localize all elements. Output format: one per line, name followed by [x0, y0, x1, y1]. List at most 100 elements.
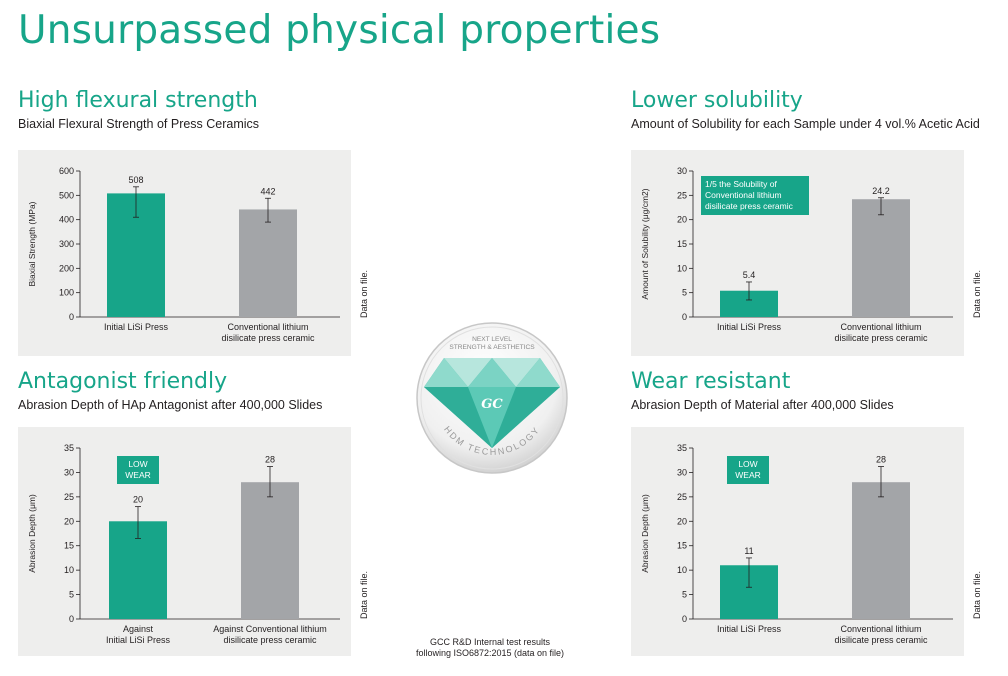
- x-tick-label: Initial LiSi Press: [106, 635, 171, 645]
- y-tick-label: 5: [682, 590, 687, 600]
- annotation-box: [727, 456, 769, 484]
- y-tick-label: 10: [677, 565, 687, 575]
- y-tick-label: 0: [682, 312, 687, 322]
- data-note: Data on file.: [359, 269, 369, 318]
- annotation-text: Conventional lithium: [705, 190, 782, 200]
- section-title: Lower solubility: [631, 88, 803, 113]
- annotation-text: LOW: [738, 459, 757, 469]
- section-subtitle: Biaxial Flexural Strength of Press Ceram…: [18, 117, 260, 131]
- data-label: 5.4: [743, 270, 756, 280]
- data-note: Data on file.: [972, 269, 982, 318]
- data-note: Data on file.: [359, 570, 369, 619]
- data-label: 28: [265, 455, 275, 465]
- section-flexural-strength: High flexural strength Biaxial Flexural …: [18, 88, 363, 131]
- x-tick-label: Against: [123, 624, 154, 634]
- annotation-text: WEAR: [125, 470, 151, 480]
- section-title: Wear resistant: [631, 369, 791, 394]
- material-abrasion-chart: 0 5 10 15 20 25 30 35 Abrasion Depth (μm) 11 Initi…: [631, 427, 964, 656]
- y-tick-label: 35: [64, 443, 74, 453]
- y-tick-label: 0: [682, 614, 687, 624]
- section-solubility: Lower solubility Amount of Solubility fo…: [631, 88, 980, 131]
- section-antagonist-friendly: Antagonist friendly Abrasion Depth of HA…: [18, 369, 363, 412]
- data-label: 28: [876, 455, 886, 465]
- flexural-strength-chart: 0 100 200 300 400 500 600 Biaxial Strength (MPa…: [18, 150, 351, 356]
- y-tick-label: 20: [677, 215, 687, 225]
- y-tick-label: 500: [59, 190, 74, 200]
- y-tick-label: 20: [64, 516, 74, 526]
- hdm-technology-badge: NEXT LEVEL STRENGTH & AESTHETICS GC HDM …: [416, 322, 568, 474]
- annotation-text: 1/5 the Solubility of: [705, 179, 777, 189]
- section-subtitle: Amount of Solubility for each Sample und…: [631, 117, 980, 131]
- y-tick-label: 100: [59, 288, 74, 298]
- data-note: Data on file.: [972, 570, 982, 619]
- y-tick-label: 5: [69, 590, 74, 600]
- bar-1: [239, 209, 297, 317]
- y-tick-label: 10: [64, 565, 74, 575]
- y-tick-label: 30: [677, 166, 687, 176]
- x-tick-label: disilicate press ceramic: [834, 333, 928, 343]
- x-tick-label: disilicate press ceramic: [223, 635, 317, 645]
- annotation-text: LOW: [128, 459, 147, 469]
- bar-1: [852, 199, 910, 317]
- y-tick-label: 30: [677, 467, 687, 477]
- section-subtitle: Abrasion Depth of Material after 400,000…: [631, 398, 894, 412]
- y-tick-label: 25: [677, 492, 687, 502]
- y-axis-label: Abrasion Depth (μm): [27, 494, 37, 573]
- y-tick-label: 20: [677, 516, 687, 526]
- footnote: GCC R&D Internal test results following …: [380, 637, 600, 659]
- material-abrasion-chart-svg: 0 5 10 15 20 25 30 35 Abrasion Depth (μm) 11 Initi…: [640, 443, 953, 645]
- antagonist-abrasion-chart-svg: 0 5 10 15 20 25 30 35 Abrasion Depth (μm) 20 Again…: [27, 443, 340, 645]
- annotation-box: [117, 456, 159, 484]
- section-wear-resistant: Wear resistant Abrasion Depth of Materia…: [631, 369, 976, 412]
- data-label: 20: [133, 495, 143, 505]
- y-tick-label: 10: [677, 263, 687, 273]
- flexural-strength-chart-svg: 0 100 200 300 400 500 600 Biaxial Strength (MPa…: [27, 166, 340, 343]
- y-tick-label: 25: [64, 492, 74, 502]
- x-tick-label: disilicate press ceramic: [221, 333, 315, 343]
- y-tick-label: 25: [677, 190, 687, 200]
- x-tick-label: Initial LiSi Press: [717, 322, 782, 332]
- x-tick-label: Initial LiSi Press: [104, 322, 169, 332]
- data-label: 11: [744, 546, 753, 556]
- gc-logo: GC: [481, 397, 503, 412]
- annotation-box: [701, 176, 809, 215]
- annotation-text: WEAR: [735, 470, 761, 480]
- footnote-line2: following ISO6872:2015 (data on file): [415, 648, 565, 658]
- x-tick-label: Initial LiSi Press: [717, 624, 782, 634]
- badge-text-line1: NEXT LEVEL: [472, 336, 512, 343]
- diamond-icon: [424, 358, 560, 448]
- x-tick-label: Conventional lithium: [840, 624, 921, 634]
- y-tick-label: 30: [64, 467, 74, 477]
- y-axis-label: Amount of Solubility (μg/cm2): [640, 188, 650, 299]
- y-tick-label: 15: [677, 239, 687, 249]
- x-tick-label: Conventional lithium: [227, 322, 308, 332]
- data-label: 442: [260, 186, 275, 196]
- y-axis-label: Biaxial Strength (MPa): [27, 201, 37, 286]
- y-tick-label: 0: [69, 614, 74, 624]
- section-title: Antagonist friendly: [18, 369, 228, 394]
- solubility-chart: 0 5 10 15 20 25 30 Amount of Solubility (μg/cm2…: [631, 150, 964, 356]
- y-tick-label: 200: [59, 263, 74, 273]
- y-tick-label: 35: [677, 443, 687, 453]
- footnote-line1: GCC R&D Internal test results: [429, 637, 551, 647]
- solubility-chart-svg: 0 5 10 15 20 25 30 Amount of Solubility (μg/cm2…: [640, 166, 953, 343]
- bar-1: [852, 482, 910, 619]
- data-label: 508: [128, 175, 143, 185]
- y-tick-label: 400: [59, 215, 74, 225]
- page-title: Unsurpassed physical properties: [18, 8, 661, 53]
- y-axis-label: Abrasion Depth (μm): [640, 494, 650, 573]
- bar-1: [241, 482, 299, 619]
- data-label: 24.2: [872, 186, 890, 196]
- annotation-text: disilicate press ceramic: [705, 201, 794, 211]
- x-tick-label: Against Conventional lithium: [213, 624, 327, 634]
- y-tick-label: 300: [59, 239, 74, 249]
- y-tick-label: 15: [677, 541, 687, 551]
- y-tick-label: 600: [59, 166, 74, 176]
- section-subtitle: Abrasion Depth of HAp Antagonist after 4…: [18, 398, 323, 412]
- section-title: High flexural strength: [18, 88, 258, 113]
- badge-text-line2: STRENGTH & AESTHETICS: [449, 344, 535, 351]
- y-tick-label: 15: [64, 541, 74, 551]
- y-tick-label: 5: [682, 288, 687, 298]
- y-tick-label: 0: [69, 312, 74, 322]
- x-tick-label: disilicate press ceramic: [834, 635, 928, 645]
